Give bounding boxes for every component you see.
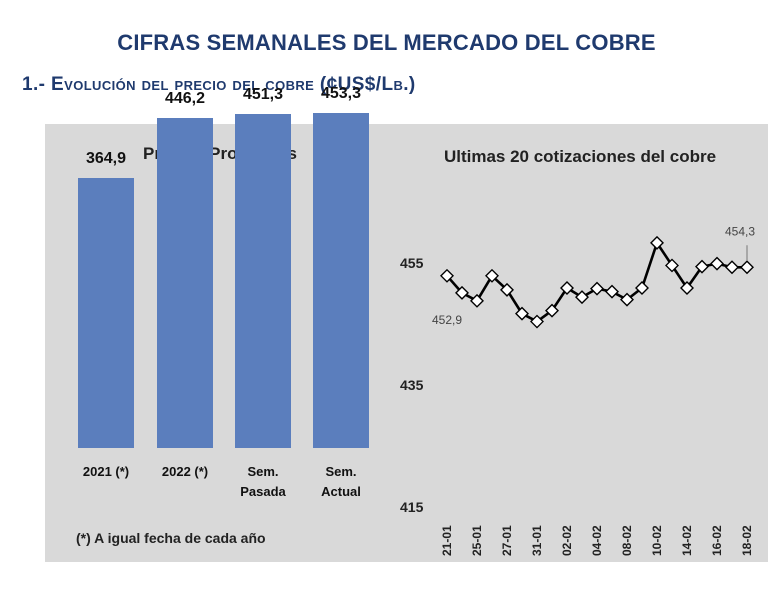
x-tick-label: 10-02 bbox=[650, 525, 664, 556]
bar-category-label: 2022 (*) bbox=[161, 464, 209, 479]
data-label: 452,9 bbox=[432, 313, 462, 327]
x-tick-label: 21-01 bbox=[440, 525, 454, 556]
bar bbox=[157, 117, 213, 448]
bar-value-label: 453,3 bbox=[320, 84, 362, 102]
data-point bbox=[455, 285, 469, 300]
x-tick-label: 27-01 bbox=[500, 525, 514, 556]
x-tick-label: 04-02 bbox=[590, 525, 604, 556]
data-point bbox=[590, 281, 604, 296]
data-point bbox=[650, 235, 664, 250]
y-tick-label: 435 bbox=[400, 377, 424, 393]
footnote: (*) A igual fecha de cada año bbox=[76, 530, 266, 546]
bar-category-label: Sem. Pasada bbox=[240, 464, 286, 499]
data-point bbox=[740, 260, 754, 275]
data-point bbox=[440, 268, 454, 283]
bar-category-label: 2021 (*) bbox=[82, 464, 130, 479]
y-tick-label: 455 bbox=[400, 255, 424, 271]
x-tick-label: 02-02 bbox=[560, 525, 574, 556]
data-point bbox=[515, 306, 529, 321]
bar-value-label: 446,2 bbox=[164, 89, 206, 107]
page-title: CIFRAS SEMANALES DEL MERCADO DEL COBRE bbox=[117, 30, 656, 55]
data-point bbox=[605, 284, 619, 299]
data-point bbox=[575, 290, 589, 305]
data-point bbox=[620, 292, 634, 307]
data-point bbox=[710, 256, 724, 271]
x-tick-label: 31-01 bbox=[530, 525, 544, 556]
line-chart-title: Ultimas 20 cotizaciones del cobre bbox=[443, 147, 717, 166]
bar-value-label: 364,9 bbox=[85, 149, 127, 167]
data-point bbox=[500, 282, 514, 297]
data-point bbox=[530, 314, 544, 329]
data-label: 454,3 bbox=[725, 224, 755, 238]
data-point bbox=[635, 281, 649, 295]
bar bbox=[78, 177, 134, 448]
data-point bbox=[680, 281, 694, 295]
bar bbox=[235, 114, 291, 448]
data-point bbox=[545, 303, 559, 318]
x-tick-label: 18-02 bbox=[740, 525, 754, 556]
x-tick-label: 25-01 bbox=[470, 525, 484, 556]
y-tick-label: 415 bbox=[400, 499, 424, 515]
data-point bbox=[485, 268, 499, 283]
x-tick-label: 14-02 bbox=[680, 525, 694, 556]
section-subtitle: 1.- Evolución del precio del cobre (¢US$… bbox=[22, 74, 416, 95]
bar-category-label: Sem. Actual bbox=[321, 464, 361, 499]
data-point bbox=[470, 293, 484, 308]
data-point bbox=[725, 260, 739, 275]
data-point bbox=[665, 258, 679, 273]
data-point bbox=[695, 259, 709, 274]
bar bbox=[313, 112, 369, 448]
data-point bbox=[560, 281, 574, 295]
x-tick-label: 16-02 bbox=[710, 525, 724, 556]
x-tick-label: 08-02 bbox=[620, 525, 634, 556]
bar-value-label: 451,3 bbox=[242, 86, 284, 104]
